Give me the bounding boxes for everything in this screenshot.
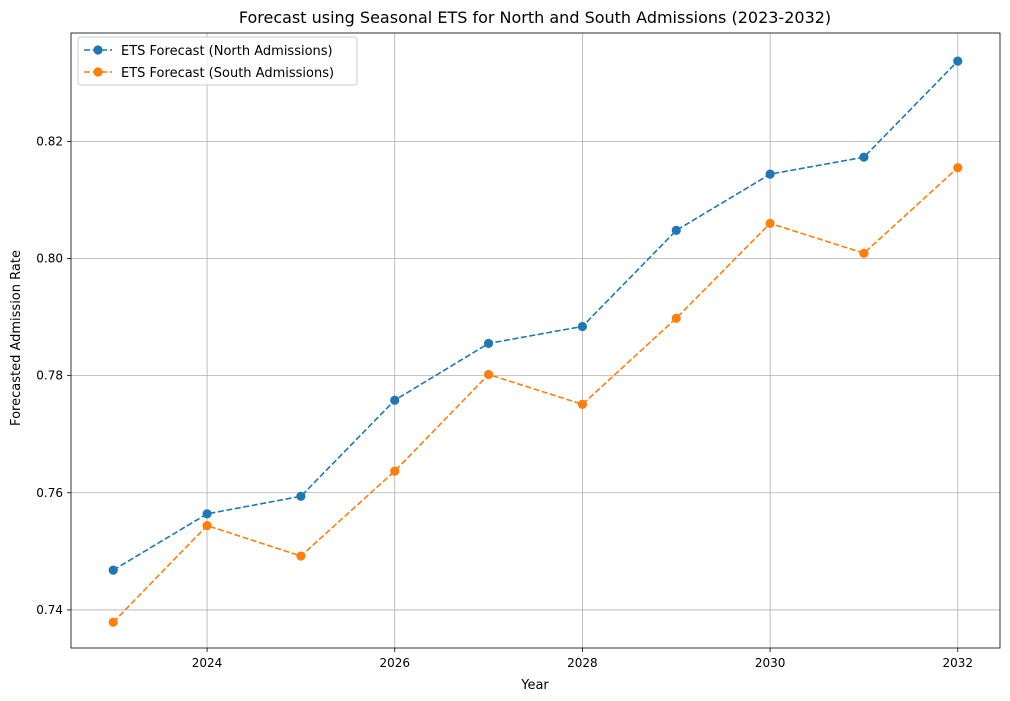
data-point: [108, 617, 118, 627]
grid: [71, 33, 1000, 648]
data-point: [108, 565, 118, 575]
axis-ticks: 2024 2026 2028 2030 2032 0.74 0.76 0.78 0.80 0.82: [36, 134, 973, 670]
data-point: [577, 321, 588, 332]
data-point: [483, 369, 494, 380]
data-point: [765, 218, 775, 228]
data-point: [953, 163, 963, 173]
legend-marker: [93, 67, 103, 77]
data-point: [390, 395, 400, 405]
y-axis-label: Forecasted Admission Rate: [9, 250, 24, 426]
data-point: [671, 225, 681, 235]
y-tick-label: 0.78: [36, 369, 63, 383]
data-point: [296, 551, 306, 561]
x-tick-label: 2024: [192, 656, 223, 670]
legend-label: ETS Forecast (North Admissions): [121, 44, 333, 59]
series-1: [108, 163, 963, 627]
data-point: [859, 152, 869, 162]
data-point: [953, 56, 963, 66]
series-0: [108, 56, 963, 575]
data-point: [202, 520, 212, 531]
x-tick-label: 2026: [379, 656, 410, 670]
legend-item: ETS Forecast (North Admissions): [84, 44, 333, 59]
series-line: [112, 60, 959, 571]
legend-items: ETS Forecast (North Admissions) ETS Forec…: [84, 44, 334, 81]
legend-box: [77, 36, 358, 86]
data-point: [765, 169, 775, 179]
series-layer: [108, 56, 963, 627]
x-tick-label: 2032: [942, 656, 973, 670]
y-tick-label: 0.80: [36, 252, 63, 266]
data-point: [483, 338, 494, 349]
y-tick-label: 0.74: [36, 603, 63, 617]
data-point: [859, 248, 869, 258]
data-point: [577, 399, 588, 409]
y-tick-label: 0.76: [36, 486, 63, 500]
chart-title: Forecast using Seasonal ETS for North an…: [239, 8, 831, 27]
x-tick-label: 2030: [755, 656, 786, 670]
data-point: [671, 313, 681, 323]
data-point: [296, 491, 306, 501]
legend-label: ETS Forecast (South Admissions): [121, 66, 334, 81]
y-tick-label: 0.82: [36, 134, 63, 148]
series-line: [112, 167, 959, 623]
legend-marker: [93, 45, 103, 55]
x-axis-label: Year: [520, 678, 549, 693]
data-point: [202, 509, 212, 519]
data-point: [390, 466, 400, 476]
plot-frame: [70, 32, 1001, 649]
legend: ETS Forecast (North Admissions) ETS Forec…: [77, 36, 358, 86]
x-tick-label: 2028: [567, 656, 598, 670]
legend-item: ETS Forecast (South Admissions): [84, 66, 334, 81]
